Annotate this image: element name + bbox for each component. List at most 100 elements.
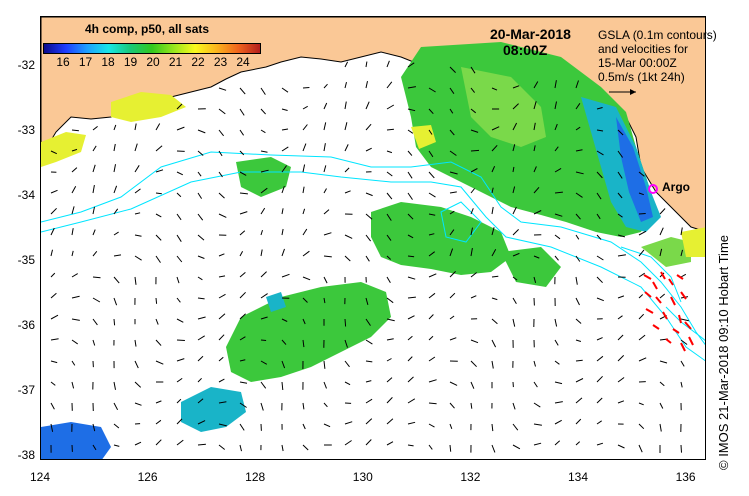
velocity-arrow (596, 171, 603, 179)
velocity-arrow (449, 66, 456, 73)
velocity-arrow (176, 398, 182, 404)
velocity-arrow (344, 440, 352, 446)
velocity-arrow (575, 339, 582, 342)
velocity-arrow (617, 150, 624, 158)
velocity-arrow (323, 232, 332, 236)
velocity-arrow (533, 402, 541, 408)
velocity-arrow (323, 102, 328, 110)
velocity-arrow (575, 126, 581, 131)
velocity-arrow (449, 108, 454, 114)
velocity-arrow (470, 87, 475, 93)
velocity-arrow (554, 146, 559, 152)
velocity-arrow (344, 255, 351, 262)
velocity-arrow (239, 129, 245, 136)
velocity-arrow (575, 397, 583, 404)
velocity-arrow (92, 423, 96, 432)
velocity-arrow (533, 81, 539, 89)
velocity-arrow (239, 150, 245, 156)
velocity-arrow (617, 192, 623, 199)
velocity-arrow (386, 418, 394, 425)
velocity-arrow (575, 297, 580, 306)
velocity-arrow (449, 337, 457, 341)
sst-patch (266, 292, 286, 312)
velocity-arrow (344, 339, 348, 348)
velocity-arrow (491, 360, 494, 369)
velocity-arrow (449, 229, 455, 236)
sst-patch (461, 67, 546, 147)
velocity-arrow (575, 234, 580, 240)
velocity-arrows (50, 60, 689, 453)
velocity-arrow (659, 248, 663, 257)
velocity-arrow (386, 213, 392, 221)
velocity-arrow (218, 423, 227, 427)
velocity-arrow (239, 211, 248, 215)
velocity-arrow (491, 187, 494, 194)
velocity-arrow (323, 276, 328, 284)
y-axis-tick: -35 (17, 253, 35, 267)
velocity-arrow (218, 378, 225, 383)
velocity-arrow (71, 167, 78, 173)
velocity-arrow (386, 81, 393, 89)
velocity-arrow (197, 234, 205, 241)
velocity-arrow (596, 213, 601, 220)
velocity-arrow (575, 171, 584, 175)
argo-marker-icon (648, 184, 658, 194)
velocity-arrow (218, 275, 226, 278)
velocity-arrow (575, 80, 579, 89)
sst-patch (501, 247, 561, 287)
velocity-arrow (638, 171, 645, 177)
sst-patch (641, 237, 691, 267)
velocity-arrow (554, 440, 561, 446)
velocity-arrow (113, 318, 116, 326)
velocity-arrow (260, 108, 266, 115)
velocity-arrow (407, 86, 416, 89)
velocity-arrow (386, 192, 393, 200)
velocity-arrow (50, 381, 56, 386)
velocity-arrow (239, 171, 247, 176)
velocity-arrow (365, 380, 372, 383)
velocity-arrow (197, 255, 205, 259)
velocity-arrow (428, 402, 437, 405)
velocity-arrow (260, 402, 264, 411)
velocity-arrow (491, 126, 500, 131)
velocity-arrow (428, 273, 437, 278)
velocity-arrow (197, 192, 203, 199)
velocity-arrow (155, 234, 162, 241)
velocity-arrow (260, 293, 268, 299)
sst-patch (681, 227, 705, 257)
velocity-arrow (92, 206, 95, 215)
velocity-arrow (533, 186, 540, 194)
velocity-arrow (281, 165, 288, 173)
velocity-arrow (50, 207, 57, 215)
red-mark (645, 308, 654, 314)
velocity-arrow (197, 297, 205, 300)
gsla-contour (440, 201, 482, 243)
velocity-arrow (365, 439, 372, 446)
velocity-arrow (533, 423, 542, 426)
velocity-arrow (428, 233, 435, 236)
velocity-arrow (407, 315, 415, 320)
velocity-arrow (176, 171, 184, 176)
velocity-arrow (512, 318, 516, 327)
velocity-arrow (617, 129, 624, 136)
velocity-arrow (575, 192, 583, 198)
red-mark (652, 324, 660, 330)
velocity-arrow (365, 80, 368, 89)
velocity-arrow (575, 418, 582, 425)
velocity-arrow (239, 230, 246, 236)
velocity-arrow (680, 381, 683, 388)
velocity-arrow (176, 255, 183, 263)
velocity-arrow (113, 297, 118, 306)
velocity-arrow (365, 418, 373, 425)
velocity-arrow (134, 276, 137, 285)
velocity-arrow (449, 191, 457, 194)
velocity-arrow (554, 360, 560, 365)
velocity-arrow (554, 234, 561, 240)
velocity-arrow (260, 381, 267, 389)
velocity-arrow (344, 234, 353, 239)
velocity-arrow (617, 315, 623, 320)
y-axis-tick: -32 (17, 58, 35, 72)
velocity-arrow (302, 228, 308, 236)
gsla-contour (620, 246, 682, 303)
velocity-arrow (407, 255, 415, 258)
